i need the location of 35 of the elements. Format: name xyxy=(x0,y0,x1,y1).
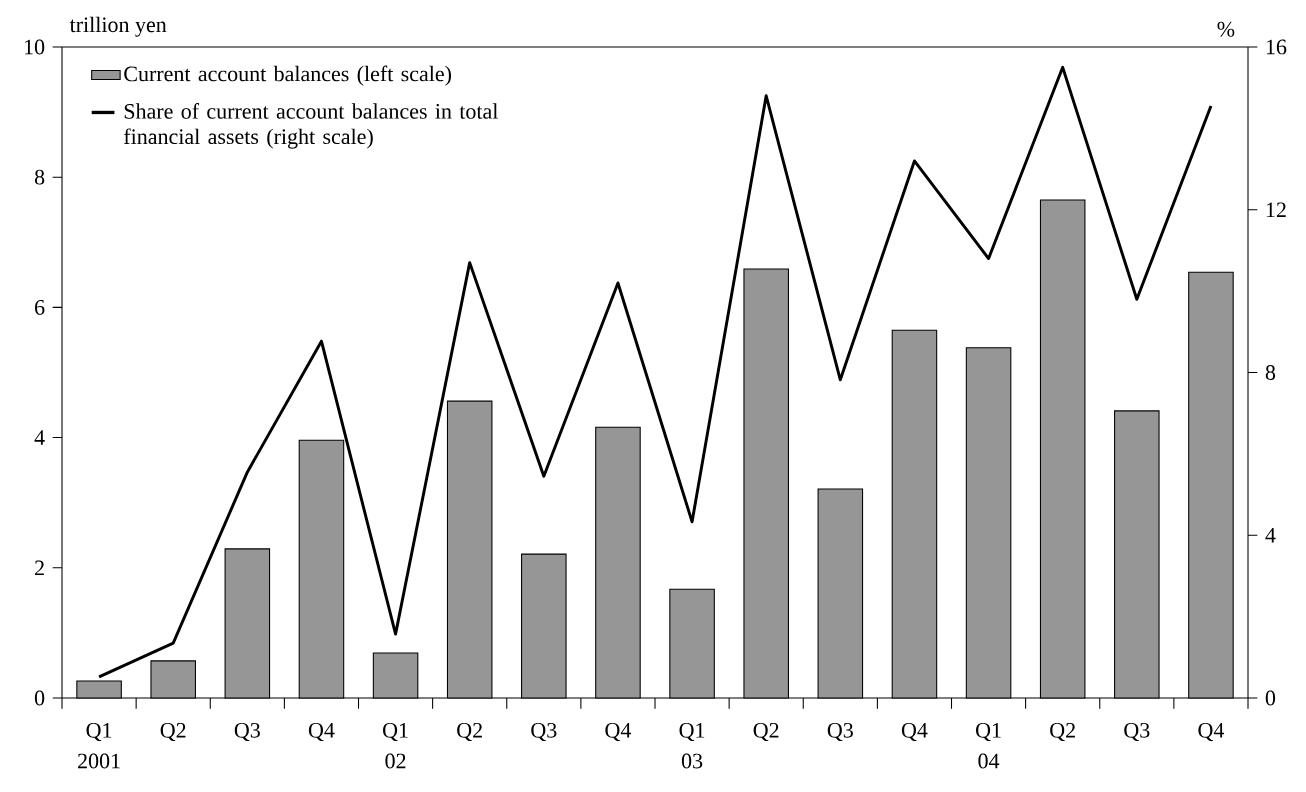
y2-tick-label: 4 xyxy=(1265,528,1276,543)
y2-tick-label: 0 xyxy=(1265,690,1276,706)
y2-axis-title: % xyxy=(1217,21,1235,37)
x-tick-label: Q4 xyxy=(605,722,632,742)
y-tick-label: 6 xyxy=(35,299,45,315)
x-tick-label: Q3 xyxy=(234,722,260,742)
text: 02 xyxy=(385,753,406,769)
text: 03 xyxy=(681,753,703,769)
x-tick-label: Q1 xyxy=(383,722,408,742)
x-tick-label: Q2 xyxy=(160,722,186,742)
y-tick-label: 0 xyxy=(34,690,45,706)
y-axis-title: trillion yen xyxy=(69,16,167,37)
x-tick-label: Q2 xyxy=(1050,722,1075,742)
x-tick-label: Q3 xyxy=(1124,722,1150,742)
y-tick-label: 8 xyxy=(34,169,45,185)
x-tick-label: Q4 xyxy=(1198,722,1225,742)
x-tick-label: Q2 xyxy=(457,722,482,742)
x-tick-label: Q4 xyxy=(901,722,928,742)
y2-tick-label: 8 xyxy=(1265,365,1276,380)
x-tick-label: Q2 xyxy=(753,722,779,742)
text: 2001 xyxy=(78,753,120,769)
legend-label: Share of current account balances in total financial assets (right scale) xyxy=(123,103,498,149)
x-tick-label: Q1 xyxy=(679,722,705,742)
y-tick-label: 4 xyxy=(34,430,45,445)
legend-label: Current account balances (left scale) xyxy=(124,65,452,86)
text: 04 xyxy=(978,753,1000,769)
y2-tick-label: 16 xyxy=(1266,39,1287,55)
y-tick-label: 10 xyxy=(25,39,45,55)
y2-tick-label: 12 xyxy=(1266,202,1286,218)
x-tick-label: Q3 xyxy=(827,722,853,742)
y-tick-label: 2 xyxy=(35,560,44,576)
x-tick-label: Q3 xyxy=(531,722,557,742)
x-tick-label: Q1 xyxy=(976,722,1001,742)
x-tick-label: Q1 xyxy=(86,722,112,742)
x-tick-label: Q4 xyxy=(308,722,335,742)
